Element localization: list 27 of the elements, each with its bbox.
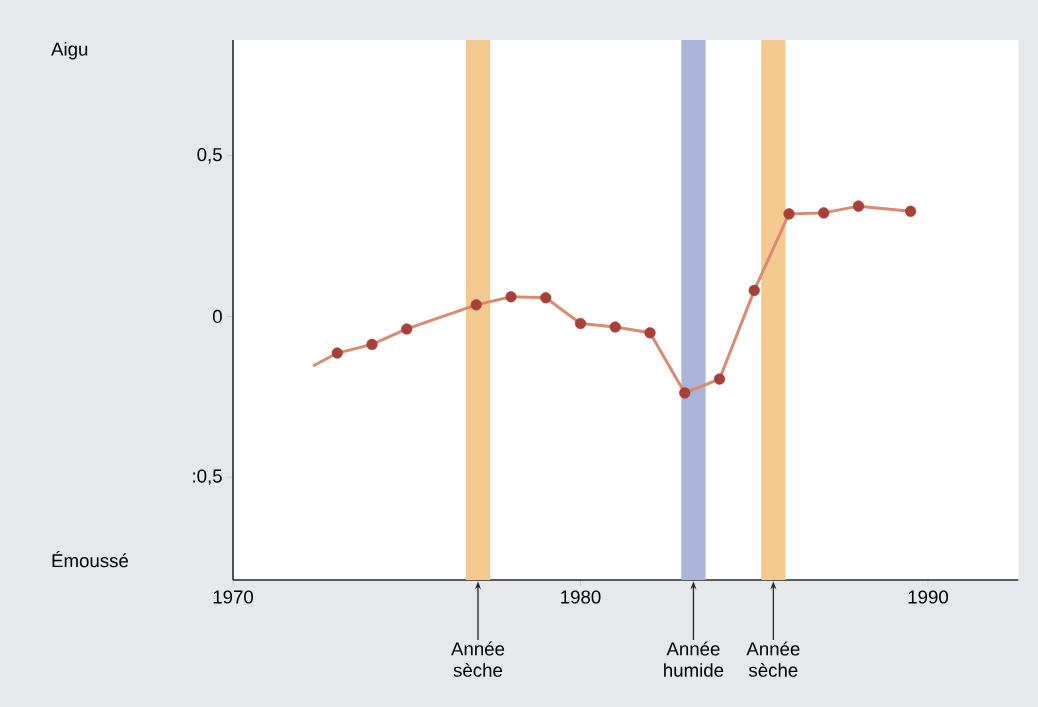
point: [366, 338, 378, 350]
band-label: Année sèche: [746, 641, 800, 677]
x-tick-label: 1980: [561, 590, 601, 604]
point: [679, 387, 691, 399]
band-label: Année humide: [664, 641, 724, 677]
point: [905, 205, 917, 217]
point: [748, 284, 760, 296]
y-tick-label: :0,5: [193, 469, 222, 485]
point: [540, 292, 552, 304]
point: [783, 208, 795, 220]
point: [713, 373, 726, 385]
text: Émoussé: [52, 550, 129, 568]
x-tick-label: 1970: [213, 590, 254, 604]
y-tick-label: 0: [212, 309, 222, 324]
point: [470, 299, 482, 311]
x-tick-label: 1990: [908, 590, 949, 604]
point: [644, 327, 656, 339]
text: Aigu: [51, 42, 88, 60]
point: [331, 347, 343, 359]
point: [818, 207, 830, 219]
point: [852, 200, 865, 212]
point: [401, 323, 413, 335]
point: [505, 291, 517, 303]
point: [574, 317, 587, 330]
y-tick-label: 0,5: [197, 147, 222, 164]
point: [609, 321, 621, 333]
band-label: Année sèche: [451, 641, 505, 677]
